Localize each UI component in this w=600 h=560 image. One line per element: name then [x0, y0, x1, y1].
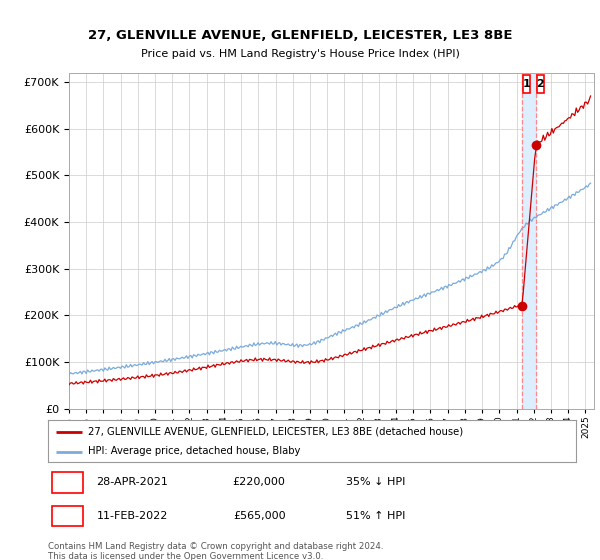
Bar	[536, 75, 544, 93]
Text: 2: 2	[536, 79, 544, 89]
Bar	[523, 75, 530, 93]
Text: 11-FEB-2022: 11-FEB-2022	[97, 511, 168, 521]
Text: Price paid vs. HM Land Registry's House Price Index (HPI): Price paid vs. HM Land Registry's House …	[140, 49, 460, 59]
Text: £565,000: £565,000	[233, 511, 286, 521]
Text: 51% ↑ HPI: 51% ↑ HPI	[346, 511, 405, 521]
Text: 27, GLENVILLE AVENUE, GLENFIELD, LEICESTER, LE3 8BE: 27, GLENVILLE AVENUE, GLENFIELD, LEICEST…	[88, 29, 512, 42]
Text: Contains HM Land Registry data © Crown copyright and database right 2024.
This d: Contains HM Land Registry data © Crown c…	[48, 542, 383, 560]
Text: 28-APR-2021: 28-APR-2021	[97, 478, 169, 487]
Text: HPI: Average price, detached house, Blaby: HPI: Average price, detached house, Blab…	[88, 446, 300, 456]
Bar	[52, 506, 83, 526]
Text: 1: 1	[523, 79, 530, 89]
Text: 1: 1	[64, 476, 71, 489]
Bar	[522, 73, 536, 409]
Text: 2: 2	[64, 510, 71, 522]
Text: £220,000: £220,000	[233, 478, 286, 487]
Text: 35% ↓ HPI: 35% ↓ HPI	[346, 478, 405, 487]
Bar	[52, 472, 83, 493]
Text: 27, GLENVILLE AVENUE, GLENFIELD, LEICESTER, LE3 8BE (detached house): 27, GLENVILLE AVENUE, GLENFIELD, LEICEST…	[88, 427, 463, 437]
